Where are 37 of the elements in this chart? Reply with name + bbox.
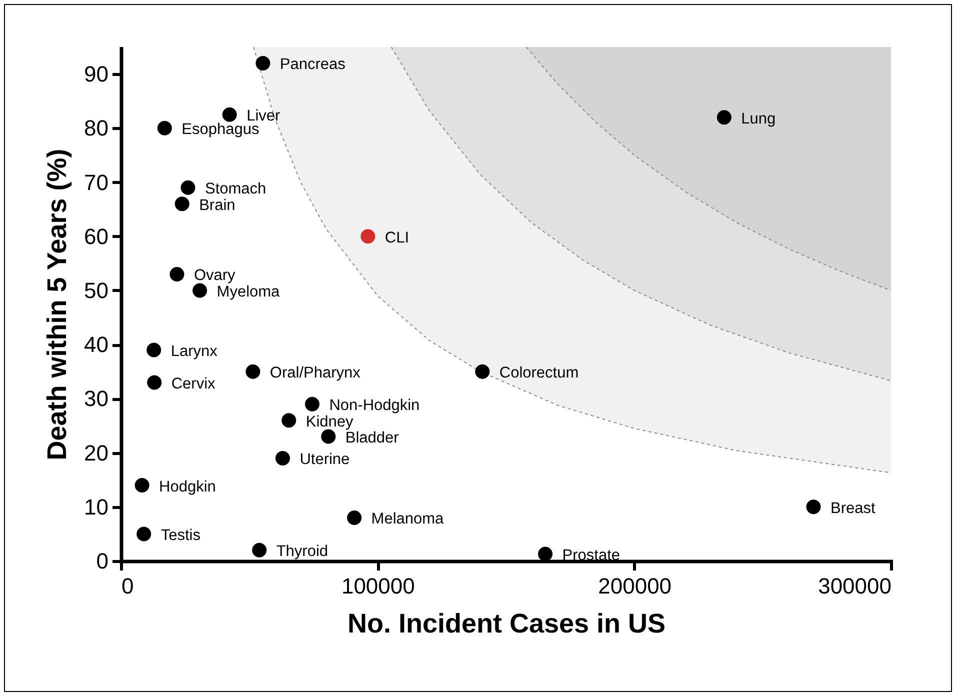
y-tick-label: 80 (84, 116, 108, 141)
y-tick-label: 0 (96, 548, 108, 574)
y-tick-label: 10 (84, 494, 108, 520)
series-label: Ovary (194, 267, 236, 284)
series-label: Prostate (562, 546, 620, 564)
y-axis-title: Death within 5 Years (%) (42, 148, 72, 460)
series-label: Stomach (204, 180, 266, 198)
series-label: Cervix (171, 375, 216, 392)
x-tick-label: 300000 (818, 574, 892, 598)
x-tick-label: 100000 (341, 574, 415, 598)
series-label: Breast (830, 500, 876, 517)
series-label: Larynx (170, 342, 218, 360)
y-tick-label: 40 (84, 332, 108, 358)
y-tick-label: 90 (84, 62, 108, 87)
series-label: Melanoma (371, 510, 444, 528)
series-label: Myeloma (216, 283, 280, 300)
series-label: Brain (199, 196, 236, 214)
y-tick-label: 70 (84, 170, 108, 195)
series-label: Oral/Pharynx (270, 364, 361, 382)
series-label: Hodgkin (159, 478, 216, 496)
y-tick-label: 30 (84, 386, 108, 412)
y-tick-label: 50 (84, 278, 108, 303)
series-label: Thyroid (276, 543, 328, 560)
y-tick-label: 20 (84, 440, 108, 466)
y-tick-label: 60 (84, 224, 108, 249)
series-label: Testis (160, 526, 201, 544)
series-label: Kidney (306, 413, 354, 430)
x-tick-label: 200000 (598, 574, 672, 598)
series-label: Lung (741, 110, 776, 128)
series-label: Non-Hodgkin (329, 397, 420, 414)
series-label: Colorectum (499, 364, 579, 382)
x-axis-title: No. Incident Cases in US (347, 608, 666, 638)
series-label: Bladder (345, 430, 399, 447)
x-tick-label: 0 (122, 574, 134, 598)
series-label: CLI (384, 229, 410, 246)
series-label: Pancreas (280, 56, 346, 74)
series-label: Uterine (300, 451, 350, 468)
